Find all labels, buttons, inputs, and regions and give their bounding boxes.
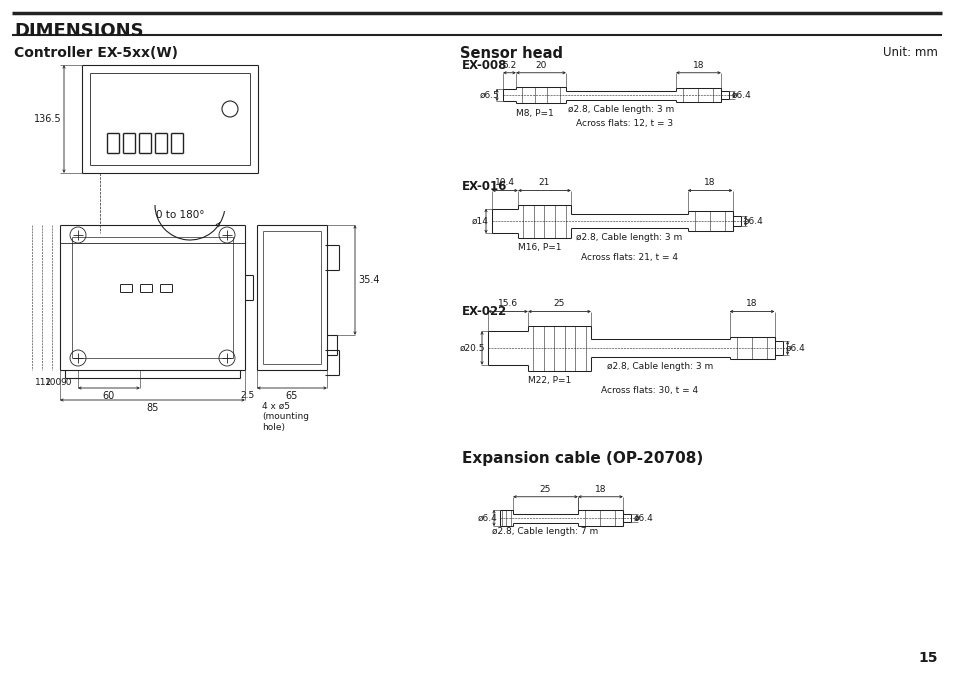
- Text: 25: 25: [539, 485, 551, 494]
- Text: 18: 18: [692, 61, 703, 70]
- Text: 18: 18: [703, 178, 715, 188]
- Text: EX-008: EX-008: [461, 59, 507, 72]
- Text: 4 x ø5
(mounting
hole): 4 x ø5 (mounting hole): [262, 402, 309, 432]
- Text: ø6.4: ø6.4: [731, 90, 751, 100]
- Text: ø6.5: ø6.5: [479, 90, 499, 100]
- Text: 112: 112: [35, 378, 52, 387]
- Text: 15.6: 15.6: [497, 299, 517, 308]
- Text: 2.5: 2.5: [240, 391, 254, 400]
- Text: 15: 15: [918, 651, 937, 665]
- Text: Across flats: 21, t = 4: Across flats: 21, t = 4: [580, 254, 678, 262]
- Text: 21: 21: [538, 178, 550, 188]
- Text: EX-022: EX-022: [461, 305, 507, 318]
- Text: Expansion cable (OP-20708): Expansion cable (OP-20708): [461, 451, 702, 466]
- Text: ø6.4: ø6.4: [634, 513, 653, 522]
- Text: ø2.8, Cable length: 3 m: ø2.8, Cable length: 3 m: [606, 362, 713, 371]
- Text: 0 to 180°: 0 to 180°: [155, 210, 204, 220]
- Text: Unit: mm: Unit: mm: [882, 46, 937, 59]
- Text: 35.4: 35.4: [357, 275, 379, 285]
- Text: 18: 18: [745, 299, 757, 308]
- Text: Across flats: 12, t = 3: Across flats: 12, t = 3: [576, 119, 673, 129]
- Text: 5.2: 5.2: [502, 61, 517, 70]
- Text: 90: 90: [60, 378, 71, 387]
- Text: DIMENSIONS: DIMENSIONS: [14, 22, 144, 40]
- Text: 20: 20: [535, 61, 546, 70]
- Text: ø20.5: ø20.5: [459, 343, 484, 353]
- Text: Sensor head: Sensor head: [459, 46, 562, 61]
- Text: ø14: ø14: [472, 217, 489, 225]
- Text: 100: 100: [45, 378, 62, 387]
- Text: M8, P=1: M8, P=1: [516, 109, 553, 118]
- Text: ø6.4: ø6.4: [784, 343, 804, 353]
- Text: Controller EX-5xx(W): Controller EX-5xx(W): [14, 46, 178, 60]
- Text: 25: 25: [554, 299, 564, 308]
- Text: ø6.4: ø6.4: [742, 217, 762, 225]
- Text: ø2.8, Cable length: 3 m: ø2.8, Cable length: 3 m: [567, 104, 674, 114]
- Text: 10.4: 10.4: [495, 178, 515, 188]
- Text: Across flats: 30, t = 4: Across flats: 30, t = 4: [600, 386, 698, 396]
- Text: ø6.4: ø6.4: [476, 513, 497, 522]
- Text: ø2.8, Cable length: 3 m: ø2.8, Cable length: 3 m: [576, 233, 681, 242]
- Text: EX-016: EX-016: [461, 180, 507, 193]
- Text: 65: 65: [286, 391, 298, 401]
- Text: M16, P=1: M16, P=1: [517, 244, 561, 252]
- Text: 136.5: 136.5: [34, 114, 62, 124]
- Text: 85: 85: [146, 403, 158, 413]
- Text: ø2.8, Cable length: 7 m: ø2.8, Cable length: 7 m: [492, 528, 598, 536]
- Text: M22, P=1: M22, P=1: [527, 376, 571, 386]
- Text: 18: 18: [594, 485, 605, 494]
- Text: 60: 60: [103, 391, 115, 401]
